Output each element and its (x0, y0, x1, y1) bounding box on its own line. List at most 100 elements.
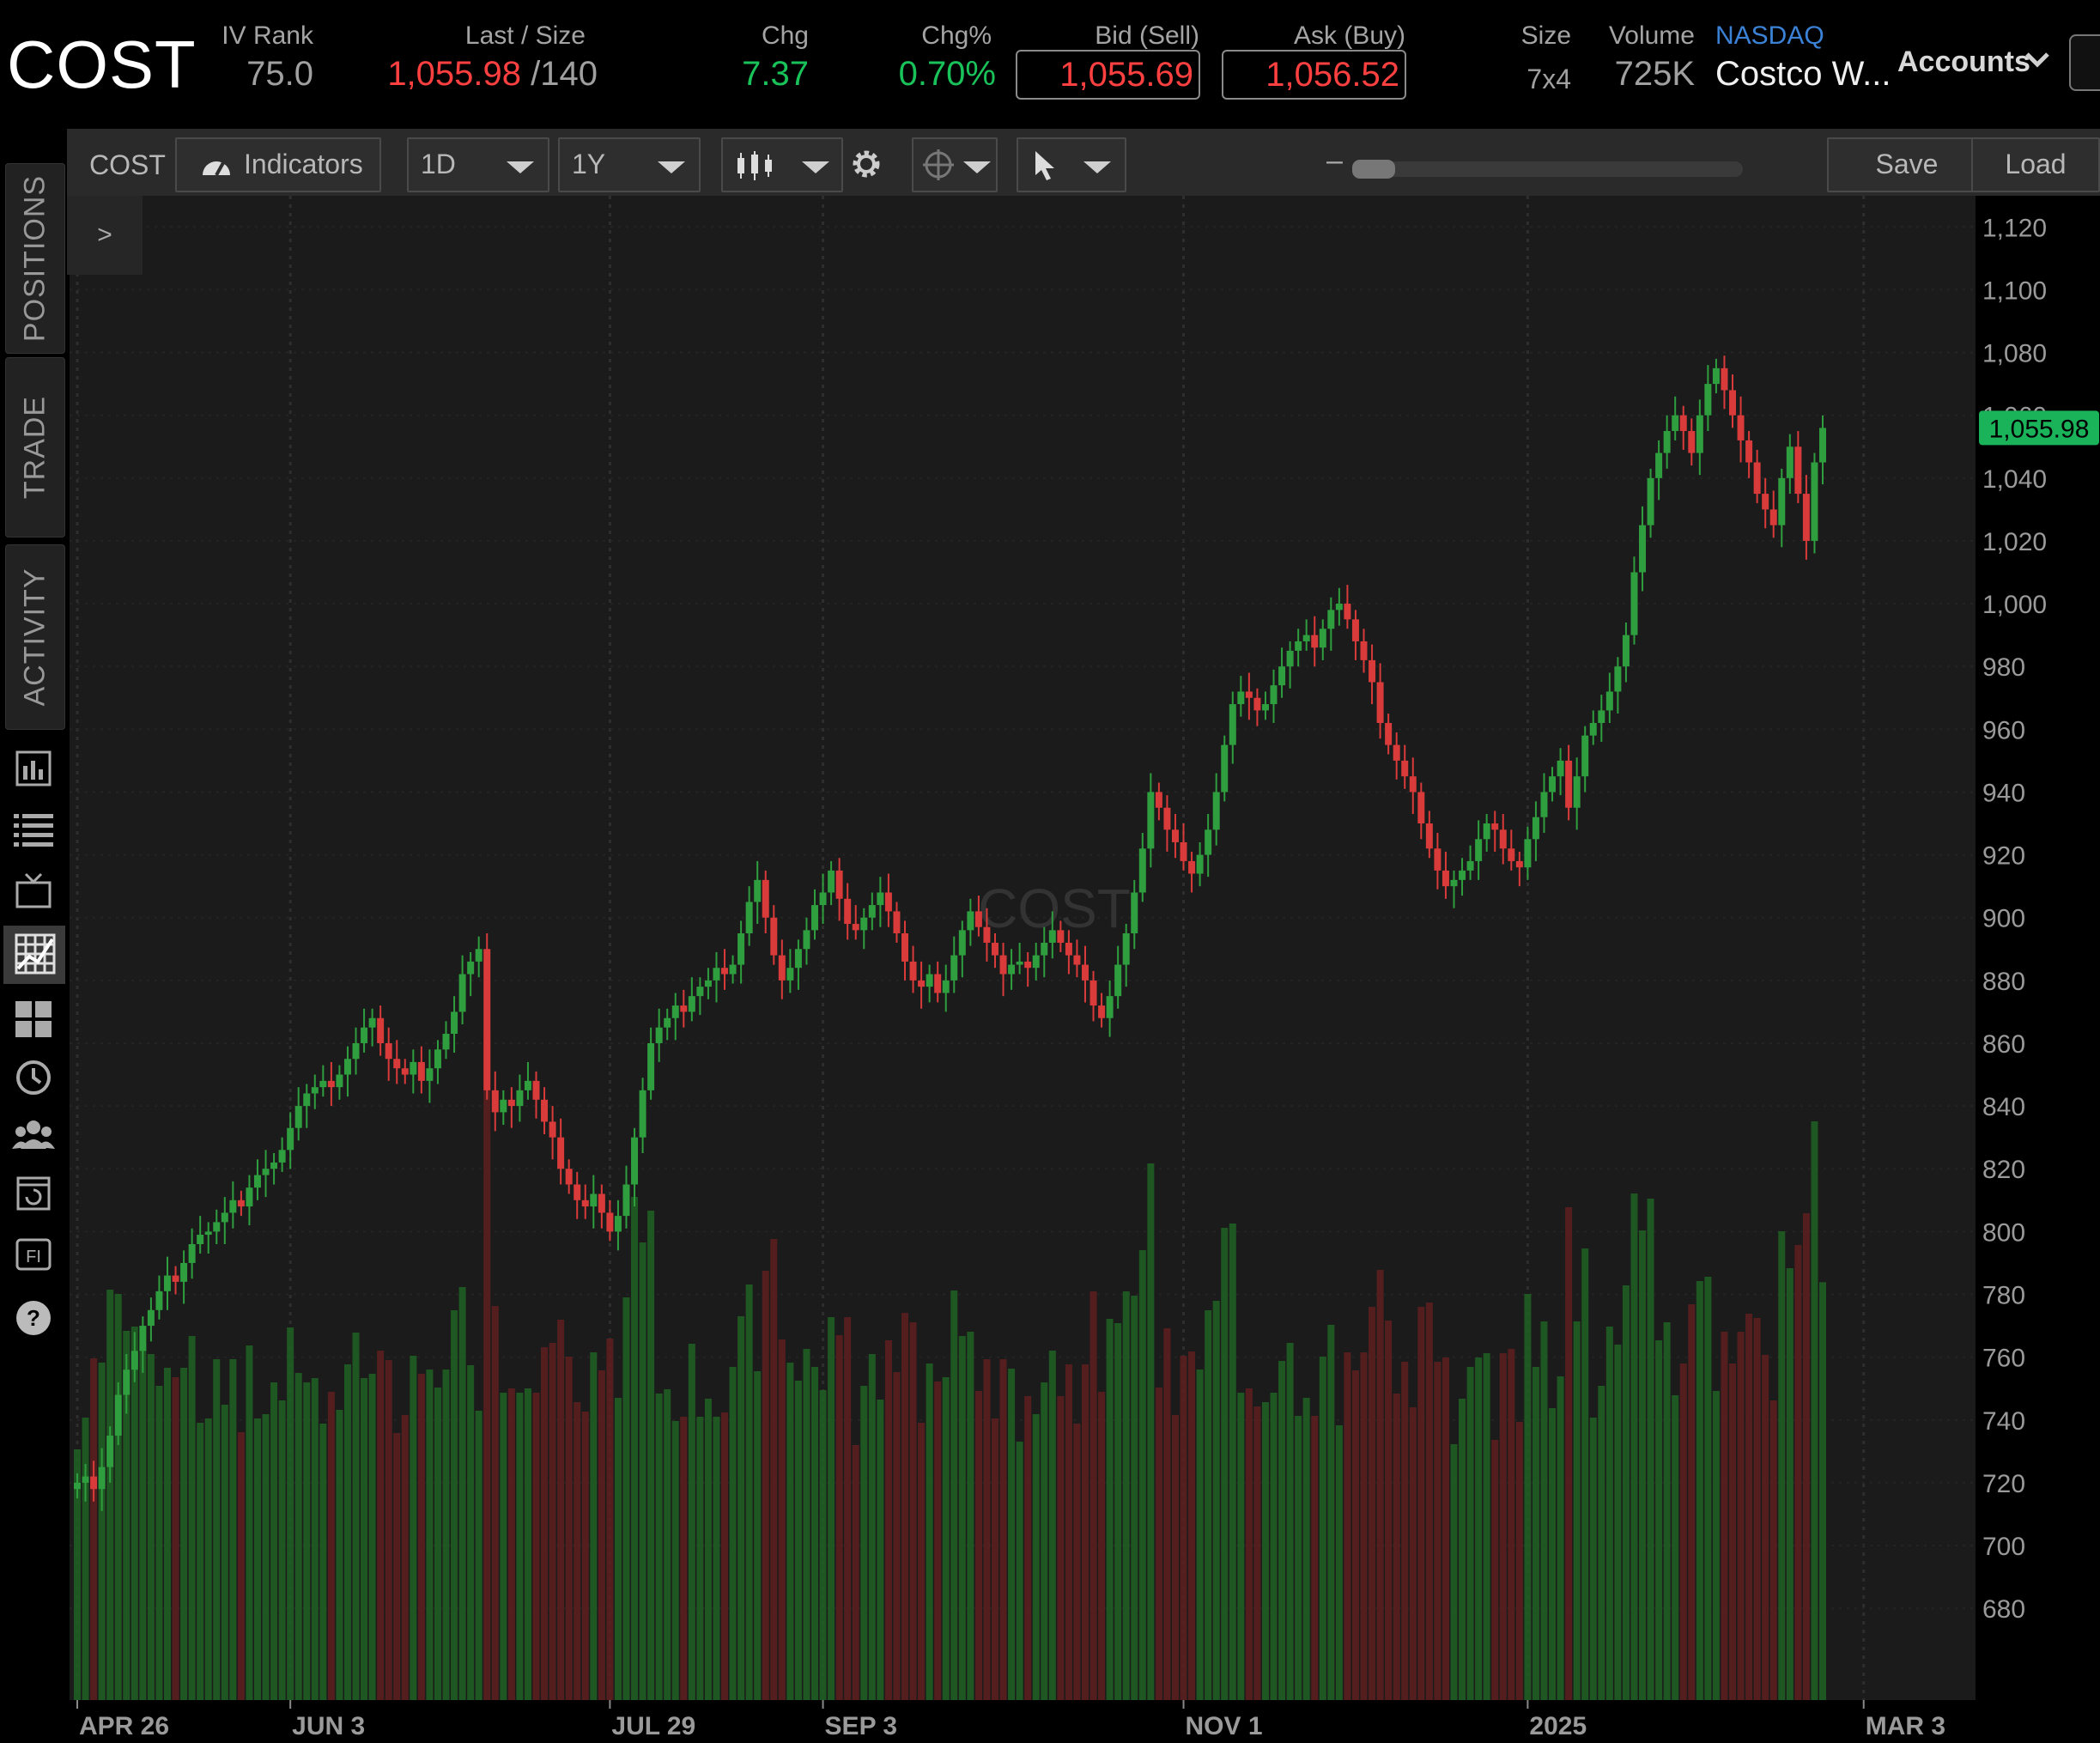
refresh-calendar-icon[interactable] (12, 1171, 55, 1214)
volume-bar (835, 1335, 843, 1700)
zoom-slider-thumb[interactable] (1352, 160, 1395, 179)
volume-bar (1098, 1392, 1106, 1700)
zoom-out-button[interactable]: – (1326, 144, 1343, 177)
chgpct-label: Chg% (921, 21, 992, 50)
toolbar-symbol[interactable]: COST (89, 149, 166, 180)
candle-body (1672, 415, 1679, 431)
tv-icon[interactable] (12, 869, 55, 912)
accounts-menu[interactable]: Accounts (1897, 46, 2030, 78)
save-label: Save (1875, 149, 1939, 179)
last-price-label: 1,055.98 (1989, 415, 2090, 443)
y-tick-label: 760 (1982, 1345, 2025, 1373)
help-icon[interactable]: ? (12, 1297, 55, 1339)
y-tick-label: 1,080 (1982, 340, 2047, 368)
volume-bar (983, 1359, 991, 1700)
community-icon[interactable] (12, 1114, 55, 1157)
gear-icon[interactable] (850, 148, 883, 180)
candle-body (1459, 870, 1466, 880)
expand-panel-button[interactable]: > (67, 196, 143, 275)
candle-body (278, 1150, 286, 1163)
volume-bar (1573, 1321, 1581, 1700)
volume-bar (639, 1242, 646, 1700)
ask-buy-button[interactable]: 1,056.52 (1222, 50, 1406, 100)
volume-bar (590, 1352, 598, 1700)
svg-text:?: ? (27, 1305, 40, 1331)
volume-bar (1016, 1442, 1023, 1700)
volume-bar (458, 1287, 466, 1700)
candle-body (532, 1080, 540, 1100)
indicators-button[interactable]: Indicators (175, 137, 381, 192)
candle-body (974, 911, 982, 927)
volume-bar (1311, 1416, 1319, 1700)
candle-body (123, 1370, 130, 1395)
tab-trade[interactable]: TRADE (5, 357, 65, 537)
volume-bar (909, 1322, 917, 1700)
volume-bar (336, 1410, 343, 1700)
price-chart[interactable]: 1,1201,1001,0801,0601,0401,0201,00098096… (67, 196, 2100, 1743)
y-tick-label: 680 (1982, 1595, 2025, 1624)
candle-body (1508, 848, 1515, 861)
volume-bar (1147, 1163, 1155, 1700)
load-button[interactable]: Load (1971, 137, 2100, 192)
candle-body (909, 961, 917, 981)
save-button[interactable]: Save (1827, 137, 1987, 192)
volume-bar (401, 1415, 409, 1700)
chart-style-select[interactable] (721, 137, 843, 192)
symbol-title[interactable]: COST (7, 27, 197, 102)
bid-sell-button[interactable]: 1,055.69 (1016, 50, 1200, 100)
candle-body (1532, 817, 1539, 840)
volume-bar (1065, 1364, 1072, 1700)
volume-bar (1122, 1291, 1130, 1700)
history-clock-icon[interactable] (12, 1056, 55, 1099)
volume-bar (385, 1360, 392, 1700)
volume-bar (172, 1377, 179, 1700)
volume-bar (410, 1356, 417, 1700)
volume-bar (1360, 1352, 1368, 1700)
cursor-tool-select[interactable] (1017, 137, 1126, 192)
candle-body (967, 911, 974, 931)
volume-bar (1475, 1357, 1483, 1700)
fi-icon[interactable]: FI (12, 1233, 55, 1276)
candle-body (1573, 776, 1581, 808)
volume-bar (852, 1445, 859, 1700)
candle-body (1712, 367, 1720, 385)
candle-body (549, 1121, 556, 1138)
volume-bar (1024, 1396, 1032, 1700)
candle-body (713, 968, 720, 981)
crosshair-select[interactable] (912, 137, 998, 192)
range-select[interactable]: 1Y (558, 137, 701, 192)
volume-bar (1041, 1382, 1048, 1700)
volume-bar (1351, 1370, 1359, 1700)
volume-bar (343, 1364, 351, 1700)
volume-bar (417, 1374, 425, 1700)
iv-rank-label: IV Rank (222, 21, 313, 50)
candle-body (1401, 760, 1409, 777)
volume-bar (713, 1417, 720, 1700)
volume-bar (664, 1389, 671, 1700)
candle-body (934, 974, 942, 993)
zoom-slider-track[interactable] (1352, 161, 1743, 177)
volume-bar (1524, 1294, 1532, 1700)
candle-body (1048, 930, 1056, 943)
volume-bar (1434, 1362, 1441, 1700)
tab-positions[interactable]: POSITIONS (5, 163, 65, 354)
chevron-down-icon[interactable] (2024, 50, 2050, 70)
dashboard-icon[interactable] (12, 998, 55, 1041)
collapse-panel-button[interactable] (2069, 34, 2100, 91)
volume-bar (253, 1418, 261, 1700)
candle-body (1008, 964, 1016, 975)
volume-bar (1425, 1303, 1433, 1700)
volume-bar (680, 1417, 688, 1700)
watchlist-icon[interactable] (12, 809, 55, 852)
chart-canvas[interactable]: 1,1201,1001,0801,0601,0401,0201,00098096… (67, 196, 2100, 1743)
candle-body (622, 1184, 630, 1217)
candle-body (507, 1099, 515, 1107)
y-tick-label: 1,100 (1982, 276, 2047, 305)
volume-bar (483, 1030, 491, 1700)
quote-header: COST IV Rank 75.0 Last / Size 1,055.98 /… (0, 0, 2100, 129)
interval-select[interactable]: 1D (407, 137, 549, 192)
candle-body (1237, 691, 1245, 705)
chart-panel-icon[interactable] (12, 747, 55, 790)
grid-chart-tab[interactable] (3, 926, 65, 984)
tab-activity[interactable]: ACTIVITY (5, 544, 65, 730)
